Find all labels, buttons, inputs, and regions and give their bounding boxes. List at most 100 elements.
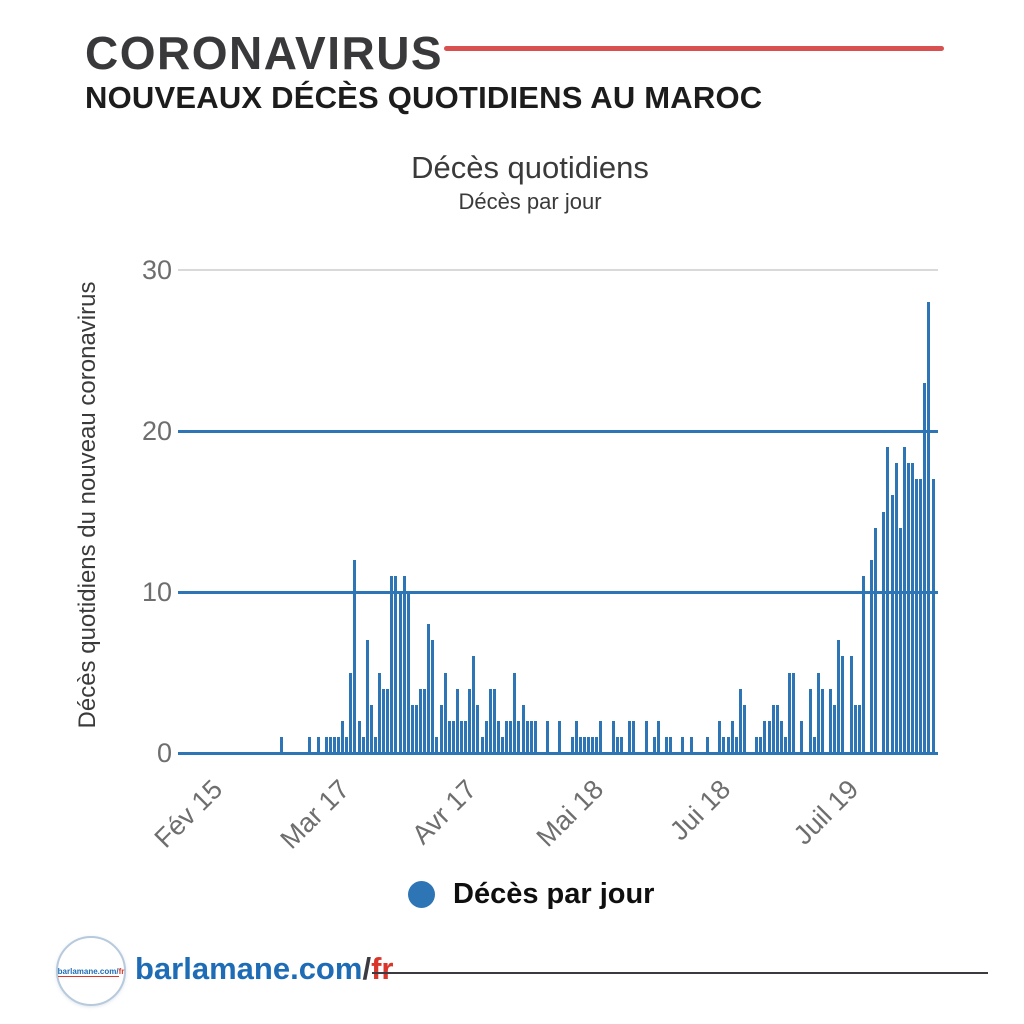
footer-site-slash: / xyxy=(362,951,372,986)
bar xyxy=(759,736,763,753)
bar xyxy=(472,656,476,753)
bar xyxy=(615,736,619,753)
y-tick-label: 0 xyxy=(156,738,172,768)
bar xyxy=(476,704,480,753)
bar xyxy=(332,736,336,753)
bar xyxy=(837,640,841,753)
page-subtitle: NOUVEAUX DÉCÈS QUOTIDIENS AU MAROC xyxy=(85,80,763,115)
bar xyxy=(451,720,455,753)
bar xyxy=(870,559,873,753)
bar xyxy=(349,672,353,753)
bar xyxy=(517,720,521,753)
bar xyxy=(841,656,845,753)
bar xyxy=(874,527,878,753)
bar xyxy=(632,720,636,753)
red-accent-line xyxy=(444,46,944,51)
bar xyxy=(468,688,472,753)
footer-site-suffix: fr xyxy=(371,951,394,986)
bar xyxy=(857,704,861,753)
bar xyxy=(669,736,673,753)
bar xyxy=(496,720,500,753)
bar xyxy=(738,688,742,753)
bar xyxy=(529,720,533,753)
chart-legend: Décès par jour xyxy=(408,878,654,911)
bar xyxy=(316,736,320,753)
bar xyxy=(492,688,496,753)
bar xyxy=(783,736,787,753)
bar xyxy=(923,382,927,753)
bar xyxy=(919,479,923,753)
bar xyxy=(779,720,783,753)
legend-label: Décès par jour xyxy=(453,878,655,910)
emphasized-gridline-10 xyxy=(178,590,938,594)
bar xyxy=(398,592,402,753)
bar xyxy=(890,495,894,753)
bar xyxy=(328,736,332,753)
bar xyxy=(898,527,902,753)
bar xyxy=(808,688,812,753)
y-tick-label: 10 xyxy=(141,577,172,607)
bar xyxy=(447,720,451,753)
y-tick-label: 20 xyxy=(141,416,172,446)
bar xyxy=(829,688,832,753)
x-tick-label: Mar 17 xyxy=(274,774,356,855)
bar xyxy=(373,736,377,753)
bar xyxy=(382,688,386,753)
bar xyxy=(849,656,853,753)
bar xyxy=(513,672,517,753)
bar xyxy=(861,575,865,753)
bar xyxy=(501,736,504,753)
bar xyxy=(927,302,931,753)
bar xyxy=(414,704,418,753)
bar xyxy=(595,736,599,753)
bar xyxy=(718,720,722,753)
y-tick-label: 30 xyxy=(141,255,172,285)
bar xyxy=(525,720,529,753)
bar xyxy=(505,720,509,753)
bar xyxy=(378,672,381,753)
bar xyxy=(533,720,537,753)
bar xyxy=(902,447,906,753)
bar xyxy=(915,479,919,753)
bar xyxy=(410,704,414,753)
bar xyxy=(775,704,779,753)
bar xyxy=(509,720,513,753)
bar xyxy=(611,720,615,753)
bar xyxy=(488,688,492,753)
bar xyxy=(587,736,591,753)
bar xyxy=(833,704,837,753)
bar xyxy=(558,720,562,753)
bar xyxy=(767,720,771,753)
bar xyxy=(570,736,574,753)
bar xyxy=(812,736,816,753)
bar xyxy=(931,479,935,753)
bar xyxy=(906,463,910,753)
bar xyxy=(357,720,361,753)
y-axis-title: Décès quotidiens du nouveau coronavirus xyxy=(74,281,101,729)
bar xyxy=(402,575,406,753)
bar xyxy=(800,720,804,753)
chart-subtitle: Décès par jour xyxy=(458,189,602,214)
bar xyxy=(706,736,709,753)
page-title: CORONAVIRUS xyxy=(85,27,444,79)
bar xyxy=(730,720,734,753)
bar xyxy=(337,736,340,753)
barlamane-logo-text: barlamane.com/fr xyxy=(57,966,124,977)
bar xyxy=(734,736,738,753)
bar xyxy=(345,736,349,753)
bar xyxy=(390,575,394,753)
bar xyxy=(423,688,427,753)
bar xyxy=(406,592,410,753)
bar xyxy=(656,720,660,753)
x-tick-label: Juil 19 xyxy=(787,774,864,851)
bar xyxy=(755,736,759,753)
bar xyxy=(431,640,435,753)
bar xyxy=(619,736,623,753)
barlamane-logo: barlamane.com/fr xyxy=(56,936,126,1006)
bar xyxy=(419,688,422,753)
bar xyxy=(546,720,550,753)
bar xyxy=(464,720,468,753)
bar xyxy=(365,640,369,753)
x-tick-label: Avr 17 xyxy=(406,774,483,851)
